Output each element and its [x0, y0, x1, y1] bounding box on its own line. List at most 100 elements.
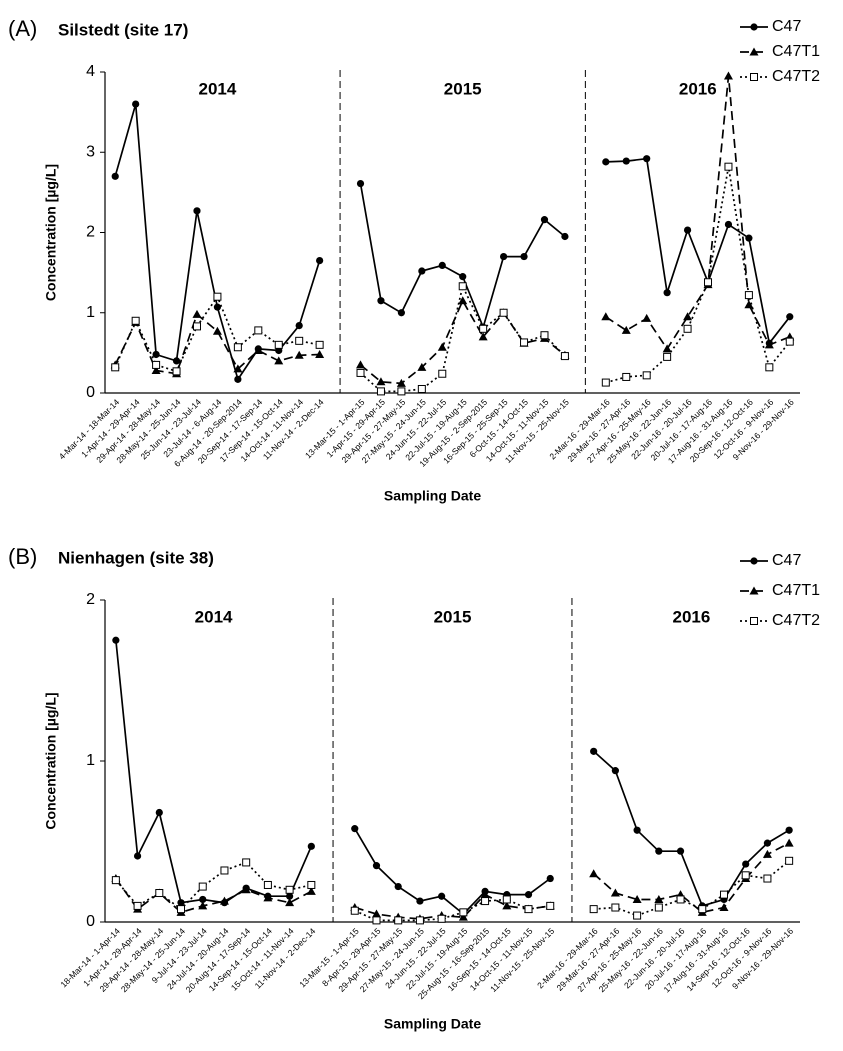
- marker: [480, 890, 490, 899]
- marker: [478, 332, 488, 341]
- marker: [723, 71, 733, 80]
- marker: [458, 296, 468, 305]
- marker: [540, 331, 549, 340]
- marker: [437, 342, 447, 351]
- legend-marker: [750, 73, 758, 81]
- marker: [602, 158, 610, 166]
- marker: [479, 324, 488, 333]
- marker: [524, 891, 533, 899]
- marker: [396, 378, 406, 387]
- marker: [655, 847, 663, 855]
- marker: [438, 261, 446, 270]
- y-tick-label: 0: [86, 384, 95, 401]
- year-label: 2015: [444, 79, 482, 98]
- legend-marker: [750, 557, 758, 565]
- y-tick-label: 0: [86, 913, 95, 930]
- marker: [376, 387, 385, 396]
- marker: [253, 345, 263, 354]
- series-line: [115, 842, 790, 920]
- marker: [601, 312, 611, 321]
- marker: [741, 871, 750, 880]
- year-label: 2016: [679, 79, 717, 98]
- marker: [111, 876, 120, 885]
- marker: [438, 369, 447, 378]
- series-line: [114, 75, 791, 385]
- marker: [307, 842, 315, 850]
- chart-title: Silstedt (site 17): [58, 20, 188, 39]
- marker: [418, 267, 426, 275]
- marker: [633, 826, 641, 834]
- year-label: 2016: [672, 607, 710, 626]
- marker: [131, 316, 140, 325]
- marker: [172, 367, 181, 376]
- marker: [356, 179, 365, 188]
- marker: [220, 866, 229, 875]
- marker: [295, 321, 303, 330]
- marker: [152, 350, 160, 359]
- marker: [524, 905, 533, 914]
- marker: [611, 767, 619, 775]
- panel-label: (A): [8, 16, 37, 41]
- marker: [316, 256, 324, 265]
- marker: [111, 363, 120, 372]
- marker: [438, 892, 446, 900]
- marker: [698, 905, 707, 914]
- marker: [633, 911, 642, 920]
- marker: [683, 226, 692, 234]
- marker: [499, 308, 508, 317]
- legend-marker: [749, 586, 759, 595]
- marker: [111, 172, 119, 180]
- marker: [417, 362, 427, 371]
- marker: [590, 747, 598, 755]
- marker: [458, 912, 468, 921]
- marker: [502, 895, 511, 904]
- marker: [397, 387, 406, 396]
- marker: [762, 849, 772, 858]
- marker: [371, 909, 381, 918]
- marker: [601, 378, 610, 387]
- legend-marker: [750, 617, 758, 625]
- legend-marker: [750, 23, 758, 31]
- marker: [546, 901, 555, 910]
- x-axis-label: Sampling Date: [384, 1016, 481, 1032]
- marker: [356, 360, 366, 369]
- marker: [785, 856, 794, 865]
- marker: [417, 384, 426, 393]
- marker: [459, 273, 467, 281]
- marker: [351, 825, 359, 833]
- marker: [394, 882, 402, 891]
- marker: [133, 852, 142, 860]
- marker: [193, 207, 201, 215]
- marker: [459, 908, 468, 917]
- legend-label: C47: [772, 552, 801, 569]
- marker: [394, 916, 403, 925]
- marker: [622, 157, 630, 165]
- legend-label: C47T2: [772, 68, 820, 85]
- marker: [285, 898, 295, 907]
- series-line: [114, 166, 791, 393]
- marker: [786, 313, 794, 321]
- marker: [540, 216, 549, 224]
- marker: [481, 897, 490, 906]
- legend-marker: [749, 47, 759, 56]
- marker: [724, 162, 733, 171]
- marker: [765, 363, 774, 372]
- year-label: 2014: [199, 79, 237, 98]
- legend-label: C47T1: [772, 582, 820, 599]
- marker: [315, 340, 324, 349]
- marker: [785, 826, 793, 834]
- marker: [213, 303, 222, 311]
- legend-label: C47T1: [772, 43, 820, 60]
- marker: [133, 901, 142, 910]
- marker: [263, 893, 273, 902]
- marker: [589, 905, 598, 914]
- marker: [177, 899, 185, 907]
- marker: [234, 375, 242, 383]
- marker: [561, 232, 569, 241]
- panel-label: (B): [8, 544, 37, 569]
- marker: [676, 847, 685, 855]
- marker: [219, 896, 229, 905]
- y-tick-label: 4: [86, 63, 95, 80]
- marker: [683, 312, 693, 321]
